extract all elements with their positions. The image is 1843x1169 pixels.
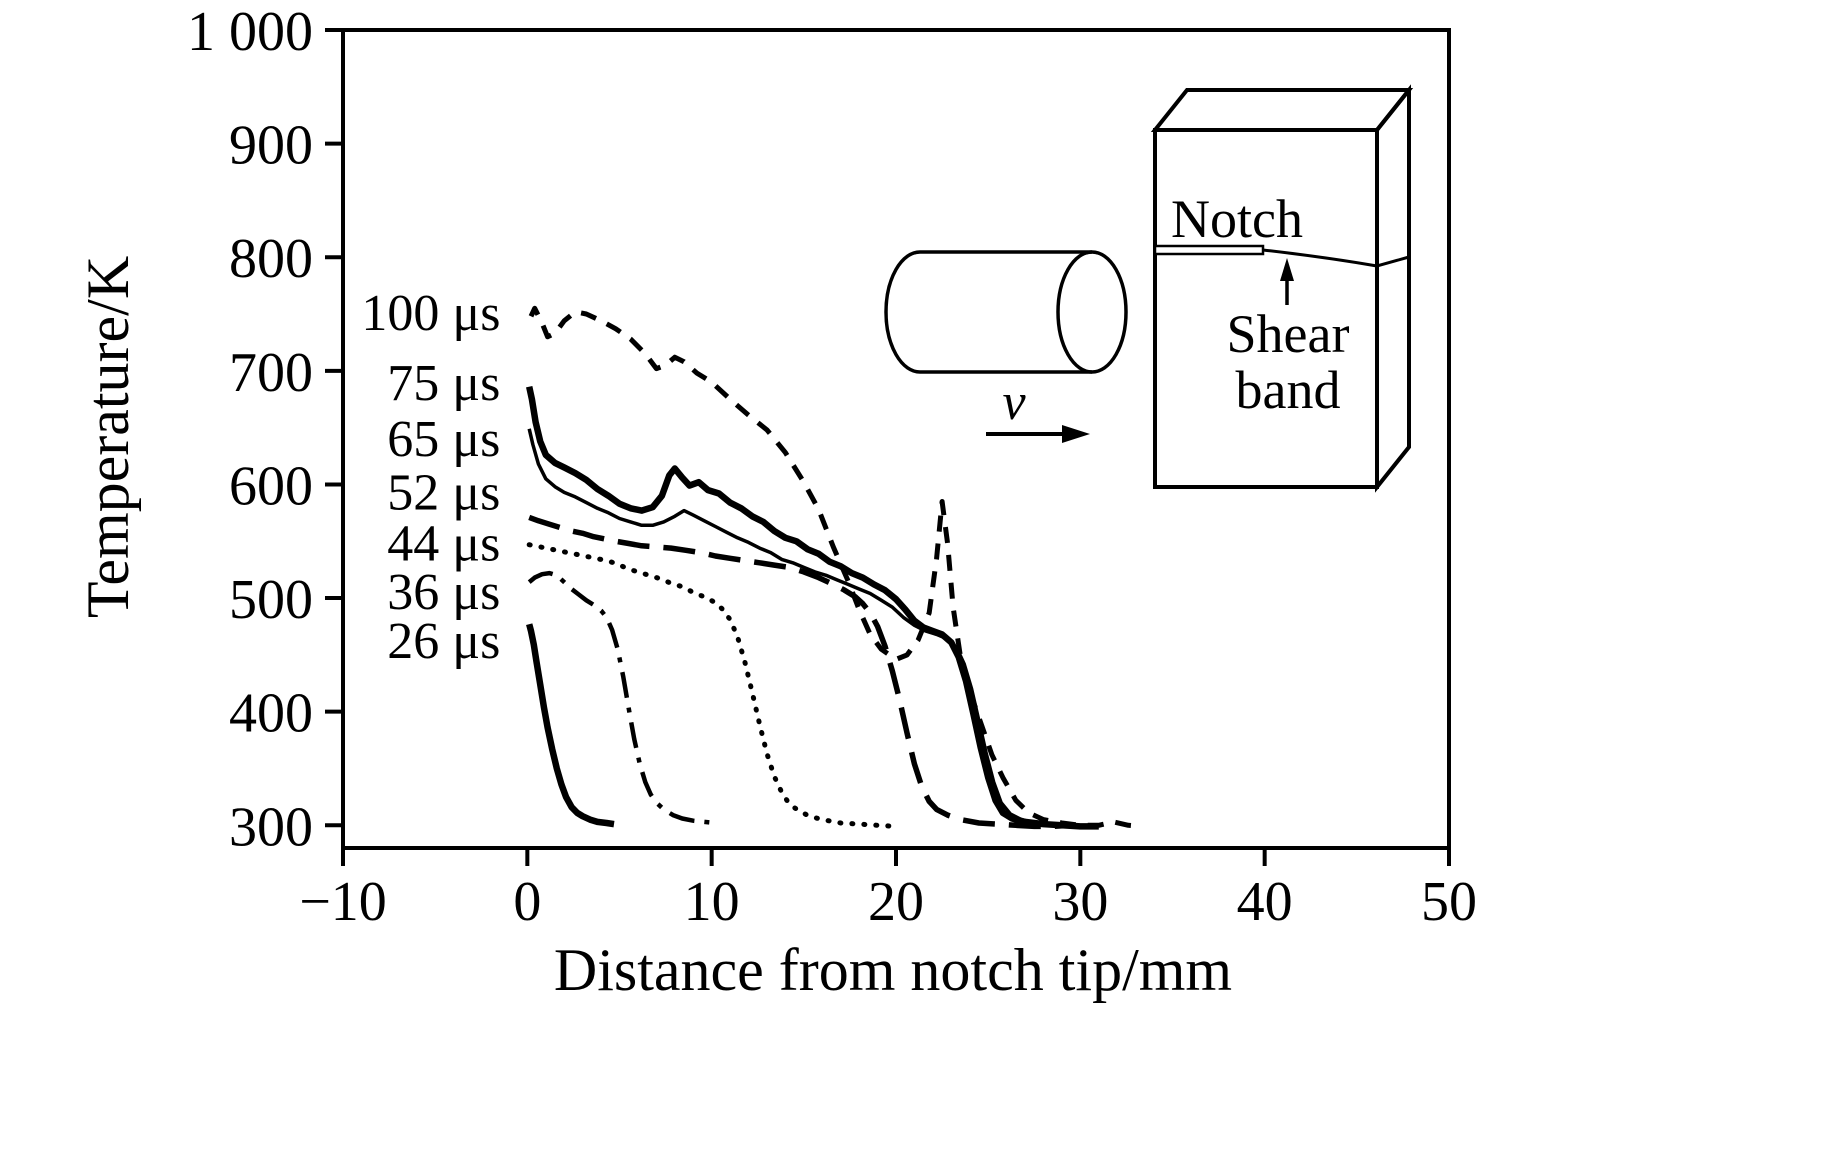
x-tick-label: 10 (684, 871, 740, 933)
curve-label-36-μs: 36 μs (387, 564, 500, 621)
curve-label-44-μs: 44 μs (387, 515, 500, 572)
arrowhead-right-icon (1062, 425, 1090, 443)
curve-label-52-μs: 52 μs (387, 464, 500, 521)
curve-label-75-μs: 75 μs (387, 355, 500, 412)
curve-44-μs (526, 542, 899, 829)
specimen-block: Notch Shear band (1150, 84, 1414, 493)
x-tick-label: 0 (513, 871, 541, 933)
curve-52-μs (528, 514, 1072, 830)
x-tick-label: 20 (868, 871, 924, 933)
shear-band-label-line1: Shear (1227, 304, 1350, 364)
y-tick-label: 900 (229, 115, 313, 177)
y-tick-label: 1 000 (187, 1, 313, 63)
y-tick-label: 700 (229, 342, 313, 404)
x-tick-label: −10 (299, 871, 387, 933)
x-axis-title: Distance from notch tip/mm (554, 937, 1232, 1003)
specimen-inset: v Notch Shear band (884, 84, 1414, 493)
curve-36-μs (527, 570, 716, 826)
shear-band-label-line2: band (1236, 360, 1341, 420)
x-tick-label: 40 (1237, 871, 1293, 933)
velocity-label: v (1002, 374, 1026, 431)
y-axis-title: Temperature/K (75, 256, 141, 618)
curve-label-26-μs: 26 μs (387, 613, 500, 670)
y-tick-label: 800 (229, 228, 313, 290)
velocity-arrow: v (986, 374, 1090, 443)
curve-label-65-μs: 65 μs (387, 411, 500, 468)
curve-label-100-μs: 100 μs (361, 285, 500, 342)
y-tick-label: 600 (229, 455, 313, 517)
arrowhead-up-icon (1280, 258, 1294, 281)
y-tick-label: 500 (229, 569, 313, 631)
y-tick-label: 400 (229, 683, 313, 745)
block-top-face (1150, 88, 1414, 132)
axes: 300 400 500 600 700 800 900 1 000 −10 0 10 20 30 40 50 (187, 1, 1477, 933)
curve-65-μs (527, 428, 1090, 829)
curve-75-μs (526, 386, 1099, 830)
y-tick-label: 300 (229, 796, 313, 858)
block-right-face (1375, 84, 1411, 493)
x-tick-label: 50 (1421, 871, 1477, 933)
projectile-cylinder (884, 250, 1128, 374)
curve-26-μs (526, 623, 615, 828)
plot-frame (341, 28, 1451, 850)
curves (526, 305, 1142, 830)
notch-label: Notch (1171, 189, 1303, 249)
shear-band-curve (1262, 248, 1410, 268)
x-tick-label: 30 (1052, 871, 1108, 933)
